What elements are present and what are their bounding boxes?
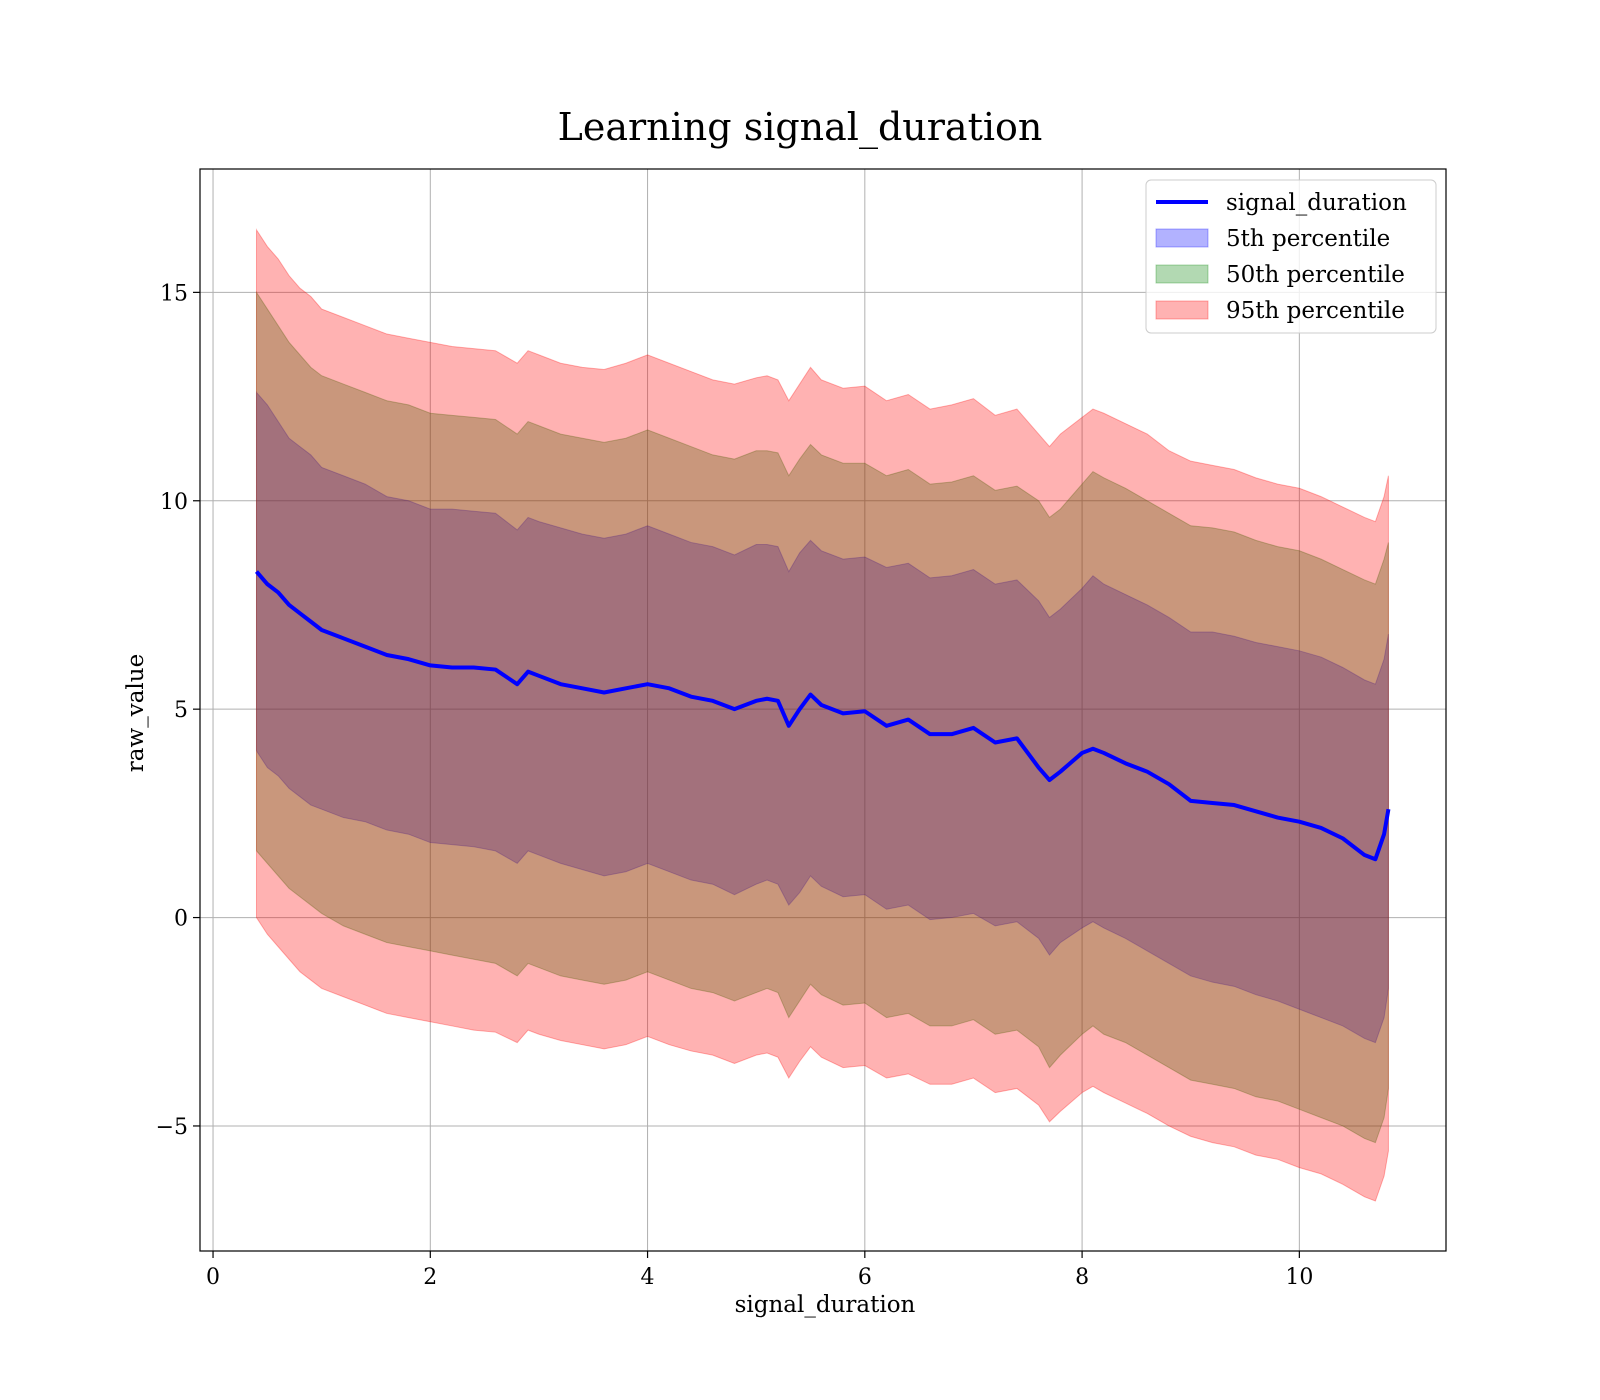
y-tick-label: 10 (160, 490, 188, 515)
x-tick-label: 0 (206, 1265, 220, 1290)
chart-title: Learning signal_duration (558, 105, 1043, 150)
y-tick-label: 0 (174, 907, 188, 932)
x-axis-label: signal_duration (735, 1292, 916, 1318)
band-95th-percentile (255, 228, 1389, 1202)
y-axis-ticks: −5 0 5 10 15 (156, 281, 200, 1140)
x-tick-label: 4 (641, 1265, 655, 1290)
x-axis-ticks: 0 2 4 6 8 10 (206, 1251, 1313, 1290)
x-tick-label: 10 (1285, 1265, 1313, 1290)
y-tick-label: 15 (160, 281, 188, 306)
plot-frame (199, 168, 1447, 1252)
x-tick-label: 2 (423, 1265, 437, 1290)
band-5th-percentile (255, 391, 1389, 1044)
legend-swatch-patch (1155, 228, 1209, 248)
legend-swatch-patch (1155, 300, 1209, 320)
y-tick-label: 5 (174, 698, 188, 723)
x-tick-label: 6 (858, 1265, 872, 1290)
x-tick-label: 8 (1075, 1265, 1089, 1290)
band-50th-percentile (255, 290, 1389, 1144)
legend-label: 5th percentile (1226, 226, 1390, 252)
legend-swatch-patch (1155, 264, 1209, 284)
legend-label: signal_duration (1226, 190, 1407, 216)
legend-label: 50th percentile (1226, 262, 1405, 288)
percentile-bands (255, 228, 1389, 1202)
y-tick-label: −5 (156, 1115, 188, 1140)
legend-label: 95th percentile (1226, 298, 1405, 324)
legend-box (1145, 179, 1437, 334)
series-line-signal_duration (254, 570, 1391, 862)
y-axis-label: raw_value (123, 654, 149, 772)
legend: signal_duration 5th percentile 50th percen… (1145, 179, 1437, 334)
